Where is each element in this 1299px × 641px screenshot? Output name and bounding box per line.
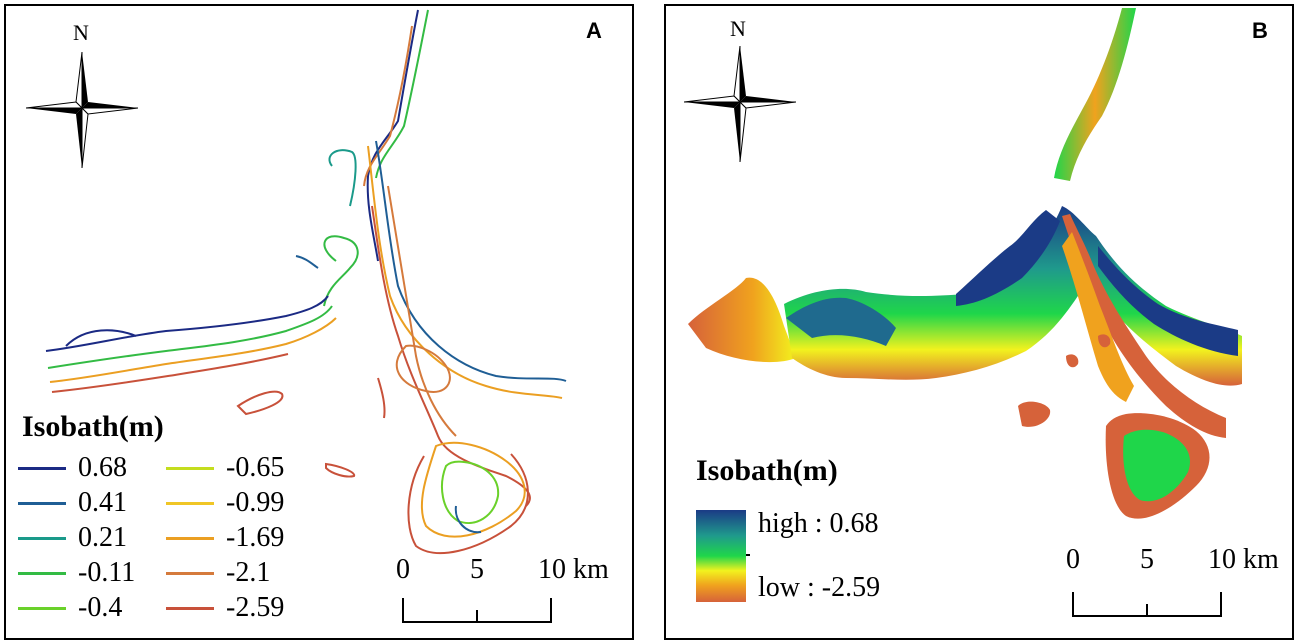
north-label: N [730, 16, 746, 41]
raster-west-patch [786, 297, 896, 346]
scale-tick-label: 0 [1066, 544, 1080, 575]
north-arrow-icon [26, 52, 138, 168]
raster-south-lobe-inner [1123, 429, 1190, 502]
legend-swatch [166, 466, 214, 470]
legend-low-label: low : -2.59 [758, 572, 881, 603]
scale-bar [402, 598, 552, 623]
raster-patch-1 [1018, 401, 1051, 427]
legend-high-label: high : 0.68 [758, 508, 879, 539]
legend-item: -0.99 [166, 487, 284, 519]
scale-tick-label: 10 km [1208, 544, 1279, 575]
contour-northeast-branch [295, 255, 319, 269]
legend-color-ramp [696, 510, 746, 602]
isobath-contour-map [45, 9, 567, 554]
raster-patch-2 [1066, 354, 1079, 368]
scale-tick-label: 10 km [538, 554, 609, 585]
contour-west-coast [45, 295, 329, 352]
legend-item: -2.1 [166, 557, 270, 589]
raster-shallow-shelf [956, 210, 1060, 306]
legend-title: Isobath(m) [696, 454, 838, 487]
legend-item: -2.59 [166, 592, 284, 624]
raster-estuary-branch [1062, 214, 1226, 438]
raster-estuary-bar [1062, 232, 1134, 402]
panel-a-label: A [586, 18, 602, 43]
raster-west-flat [688, 277, 796, 363]
contour-west-coast-2 [47, 305, 333, 369]
raster-coastal-band [784, 206, 1242, 386]
legend-item: -0.65 [166, 452, 284, 484]
legend-item: -0.11 [18, 557, 135, 589]
legend-swatch [18, 466, 66, 470]
legend-item: -0.4 [18, 592, 122, 624]
scale-bar [1072, 592, 1222, 617]
contour-estuary-center [395, 344, 451, 393]
contour-south-lobe-outer [407, 453, 529, 554]
contour-channel-north-3 [363, 25, 413, 187]
isobath-raster-map [688, 8, 1242, 519]
legend-swatch [166, 606, 214, 610]
legend-ramp-tick [746, 554, 750, 556]
contour-south-lobe-deep [454, 505, 482, 534]
contour-estuary-main [371, 205, 531, 507]
legend-swatch [18, 536, 66, 540]
legend-value: -1.69 [226, 522, 285, 553]
contour-west-coast-4 [51, 353, 289, 393]
contour-north-coast [65, 329, 137, 347]
contour-west-loop-2 [328, 149, 357, 207]
legend-value: -0.11 [78, 557, 136, 588]
legend-swatch [18, 501, 66, 505]
legend-item: -1.69 [166, 522, 284, 554]
panel-b-raster-map: B N Isobath(m) high : 0.68 low : -2.59 0… [664, 4, 1294, 640]
raster-patch-3 [1098, 334, 1111, 348]
legend-swatch [18, 606, 66, 610]
contour-west-loop [323, 235, 359, 307]
contour-channel-north [366, 9, 419, 262]
panel-b-label: B [1252, 18, 1268, 43]
legend-value: 0.41 [78, 487, 127, 518]
legend-value: 0.21 [78, 522, 127, 553]
raster-north-channel [1054, 8, 1136, 181]
legend-item: 0.41 [18, 487, 127, 519]
contour-channel-east [375, 140, 567, 382]
legend-swatch [18, 571, 66, 575]
contour-west-coast-3 [49, 317, 337, 383]
legend-value: -0.65 [226, 452, 285, 483]
scale-tick-label: 5 [1140, 544, 1154, 575]
legend-swatch [166, 536, 214, 540]
legend-item: 0.21 [18, 522, 127, 554]
raster-east-shelf [1098, 246, 1238, 356]
contour-shoal-2 [325, 462, 356, 478]
legend-swatch [166, 501, 214, 505]
scale-tick-label: 5 [470, 554, 484, 585]
legend-swatch [166, 571, 214, 575]
contour-shoal-3 [377, 377, 386, 419]
panel-a-contour-map: A N Isobath(m) 0.68 0.41 0.21 -0.11 -0.4… [4, 4, 634, 640]
contour-shoal-1 [236, 390, 284, 416]
contour-south-lobe-inner [441, 460, 500, 524]
contour-south-lobe [420, 441, 526, 538]
contour-channel-north-2 [375, 9, 429, 179]
legend-value: -2.59 [226, 592, 285, 623]
legend-value: -0.4 [78, 592, 123, 623]
legend-value: -0.99 [226, 487, 285, 518]
legend-item: 0.68 [18, 452, 127, 484]
legend-title: Isobath(m) [22, 410, 164, 443]
scale-tick-label: 0 [396, 554, 410, 585]
north-label: N [73, 20, 89, 45]
legend-value: -2.1 [226, 557, 271, 588]
north-arrow-icon [684, 46, 796, 162]
legend-value: 0.68 [78, 452, 127, 483]
